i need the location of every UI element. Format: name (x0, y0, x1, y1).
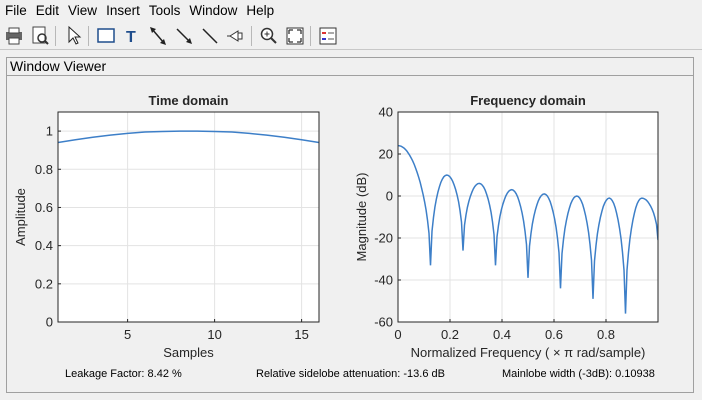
x-tick-label: 5 (124, 327, 131, 342)
plot-background (58, 112, 319, 322)
pin-button[interactable] (224, 24, 248, 48)
y-tick-label: 0 (386, 189, 393, 204)
y-tick-label: 20 (379, 147, 393, 162)
pin-icon (227, 29, 243, 42)
y-tick-label: 0.2 (35, 276, 53, 291)
toolbar-separator (88, 25, 89, 46)
zoom-to-fit-icon (286, 27, 304, 44)
print-preview-button[interactable] (28, 24, 52, 48)
chart-title: Frequency domain (470, 93, 586, 108)
x-tick-label: 0.8 (597, 327, 615, 342)
select-pointer-icon (68, 25, 82, 45)
y-tick-label: 0 (46, 315, 53, 330)
print-icon (6, 27, 22, 44)
print-button[interactable] (2, 24, 26, 48)
y-axis-label: Magnitude (dB) (354, 173, 369, 262)
toolbar-separator (251, 25, 252, 46)
mainlobe-width-text: Mainlobe width (-3dB): 0.10938 (502, 368, 655, 380)
y-tick-label: 40 (379, 105, 393, 120)
zoom-to-fit-button[interactable] (283, 24, 307, 48)
zoom-in-button[interactable] (257, 24, 281, 48)
insert-arrow-button[interactable] (172, 24, 196, 48)
y-tick-label: 1 (46, 124, 53, 139)
select-pointer-button[interactable] (61, 24, 85, 48)
x-tick-label: 15 (294, 327, 308, 342)
y-tick-label: -60 (374, 315, 393, 330)
menu-file[interactable]: File (5, 3, 27, 18)
insert-line-icon (202, 27, 218, 44)
x-axis-label: Samples (163, 345, 214, 360)
data-line (58, 130, 319, 144)
insert-double-arrow-icon (150, 26, 166, 45)
menu-insert[interactable]: Insert (106, 3, 140, 18)
panel-title: Window Viewer (10, 58, 107, 74)
y-tick-label: 0.8 (35, 162, 53, 177)
svg-text:T: T (126, 29, 136, 46)
menu-tools[interactable]: Tools (148, 3, 181, 18)
chart-title: Time domain (149, 93, 229, 108)
zoom-in-icon (260, 27, 277, 44)
insert-line-button[interactable] (198, 24, 222, 48)
insert-double-arrow-button[interactable] (146, 24, 170, 48)
panel-divider (7, 75, 693, 76)
y-tick-label: -40 (374, 273, 393, 288)
x-tick-label: 0.2 (441, 327, 459, 342)
plot-background (398, 112, 658, 322)
data-line (398, 144, 658, 314)
x-tick-label: 0.6 (545, 327, 563, 342)
menu-window[interactable]: Window (189, 3, 238, 18)
x-tick-label: 0 (394, 327, 401, 342)
insert-rectangle-icon (97, 27, 115, 43)
x-tick-label: 0.4 (493, 327, 511, 342)
insert-rectangle-button[interactable] (94, 24, 118, 48)
y-tick-label: 0.6 (35, 200, 53, 215)
plot-frame (397, 111, 659, 323)
insert-text-icon: T (126, 29, 136, 46)
plot-frame (57, 111, 320, 323)
toolbar: T (0, 22, 702, 50)
y-tick-label: -20 (374, 231, 393, 246)
y-tick-label: 0.4 (35, 238, 53, 253)
sidelobe-attenuation-text: Relative sidelobe attenuation: -13.6 dB (256, 368, 445, 380)
menu-view[interactable]: View (68, 3, 98, 18)
x-axis-label: Normalized Frequency ( × π rad/sample) (411, 345, 646, 360)
x-tick-label: 10 (207, 327, 221, 342)
print-preview-icon (32, 26, 49, 45)
menu-help[interactable]: Help (246, 3, 275, 18)
insert-arrow-icon (176, 27, 192, 44)
y-axis-label: Amplitude (13, 188, 28, 246)
menu-bar: File Edit View Insert Tools Window Help (0, 0, 702, 22)
toolbar-separator (310, 25, 311, 46)
insert-text-button[interactable]: T (120, 24, 144, 48)
menu-edit[interactable]: Edit (35, 3, 60, 18)
leakage-factor-text: Leakage Factor: 8.42 % (65, 368, 182, 380)
legend-button[interactable] (316, 24, 340, 48)
toolbar-separator (55, 25, 56, 46)
legend-icon (319, 27, 337, 44)
